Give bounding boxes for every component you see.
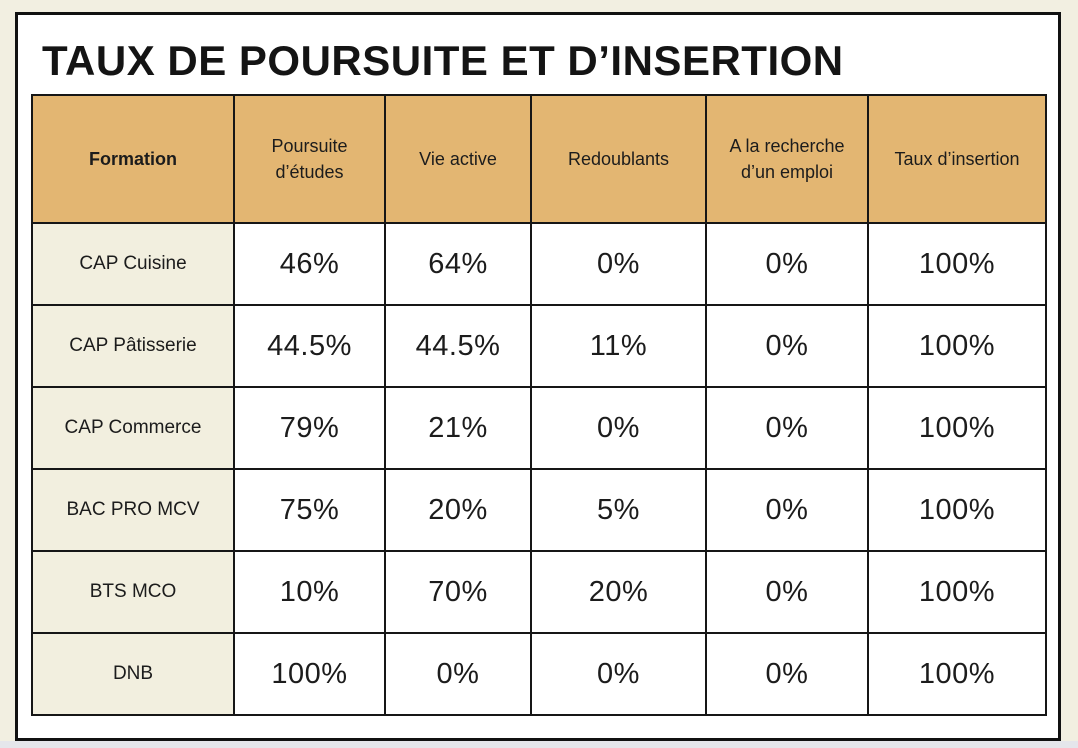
column-header-5: Taux d’insertion <box>867 94 1047 224</box>
column-header-formation: Formation <box>31 94 235 224</box>
value-cell: 5% <box>530 468 707 552</box>
column-header-3: Redoublants <box>530 94 707 224</box>
value-cell: 75% <box>233 468 386 552</box>
value-cell: 44.5% <box>384 304 532 388</box>
value-cell: 100% <box>867 304 1047 388</box>
formation-cell: CAP Commerce <box>31 386 235 470</box>
value-cell: 100% <box>867 550 1047 634</box>
value-cell: 20% <box>384 468 532 552</box>
value-cell: 100% <box>867 632 1047 716</box>
formation-cell: DNB <box>31 632 235 716</box>
column-header-4: A la recherche d’un emploi <box>705 94 869 224</box>
value-cell: 100% <box>867 386 1047 470</box>
viewer-bottom-strip <box>0 741 1078 748</box>
table-row: DNB 100% 0% 0% 0% 100% <box>31 632 1047 716</box>
value-cell: 46% <box>233 222 386 306</box>
value-cell: 0% <box>384 632 532 716</box>
insertion-rates-table: Formation Poursuite d’études Vie active Red… <box>31 94 1047 716</box>
value-cell: 0% <box>530 386 707 470</box>
page-title: TAUX DE POURSUITE ET D’INSERTION <box>42 37 844 84</box>
value-cell: 11% <box>530 304 707 388</box>
value-cell: 0% <box>705 222 869 306</box>
value-cell: 0% <box>530 632 707 716</box>
value-cell: 100% <box>867 468 1047 552</box>
value-cell: 64% <box>384 222 532 306</box>
document-panel: TAUX DE POURSUITE ET D’INSERTION Formati… <box>15 12 1061 741</box>
table-row: BTS MCO 10% 70% 20% 0% 100% <box>31 550 1047 634</box>
value-cell: 0% <box>705 468 869 552</box>
table-row: BAC PRO MCV 75% 20% 5% 0% 100% <box>31 468 1047 552</box>
value-cell: 44.5% <box>233 304 386 388</box>
value-cell: 0% <box>705 386 869 470</box>
value-cell: 21% <box>384 386 532 470</box>
value-cell: 100% <box>867 222 1047 306</box>
value-cell: 10% <box>233 550 386 634</box>
value-cell: 0% <box>530 222 707 306</box>
formation-cell: CAP Pâtisserie <box>31 304 235 388</box>
value-cell: 0% <box>705 632 869 716</box>
column-header-2: Vie active <box>384 94 532 224</box>
table-row: CAP Commerce 79% 21% 0% 0% 100% <box>31 386 1047 470</box>
formation-cell: CAP Cuisine <box>31 222 235 306</box>
formation-cell: BAC PRO MCV <box>31 468 235 552</box>
table-row: CAP Pâtisserie 44.5% 44.5% 11% 0% 100% <box>31 304 1047 388</box>
column-header-1: Poursuite d’études <box>233 94 386 224</box>
value-cell: 0% <box>705 550 869 634</box>
value-cell: 0% <box>705 304 869 388</box>
value-cell: 20% <box>530 550 707 634</box>
formation-cell: BTS MCO <box>31 550 235 634</box>
table-row: CAP Cuisine 46% 64% 0% 0% 100% <box>31 222 1047 306</box>
value-cell: 70% <box>384 550 532 634</box>
value-cell: 100% <box>233 632 386 716</box>
value-cell: 79% <box>233 386 386 470</box>
table-header-row: Formation Poursuite d’études Vie active Red… <box>31 94 1047 224</box>
